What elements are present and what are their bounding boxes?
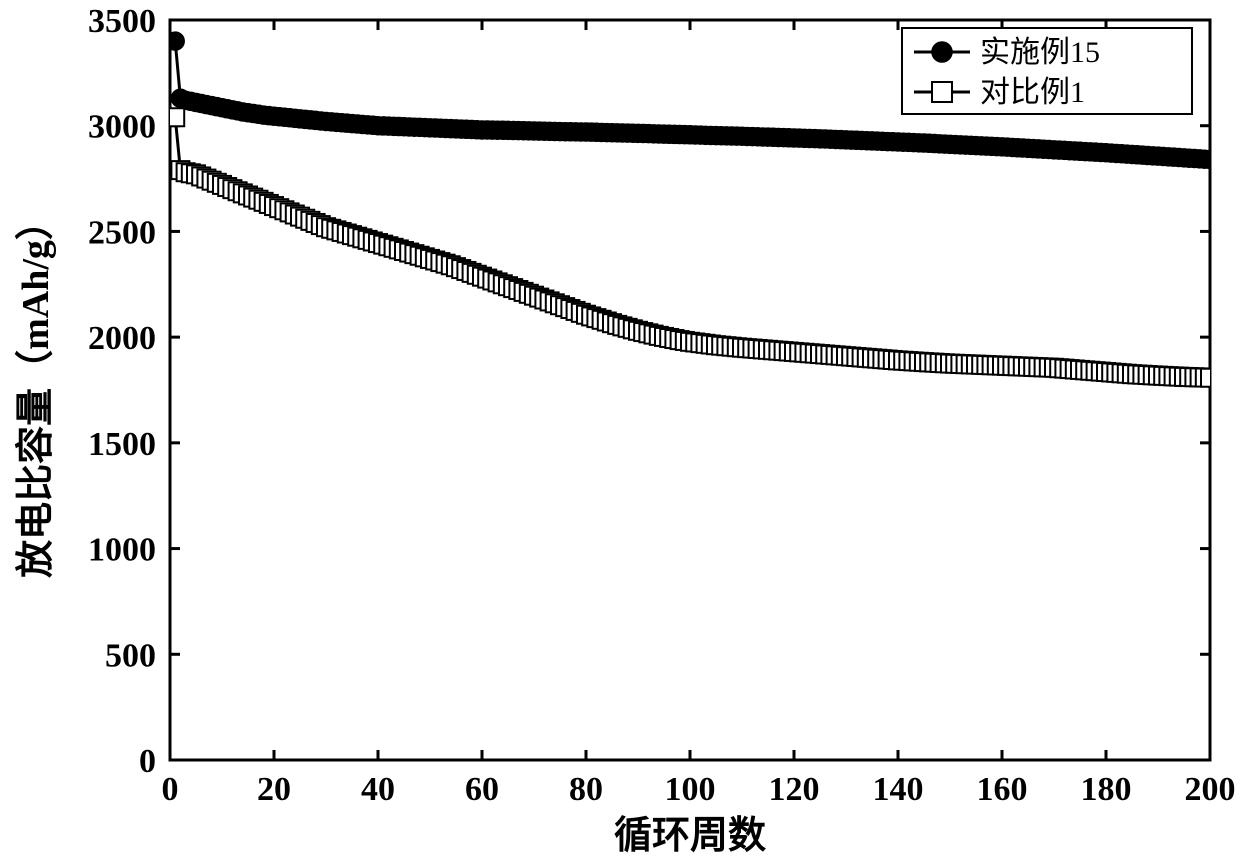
x-tick-label: 120 <box>769 771 820 808</box>
x-tick-label: 200 <box>1185 771 1236 808</box>
x-tick-label: 40 <box>361 771 395 808</box>
legend-marker-square-icon <box>932 82 952 102</box>
legend-label: 实施例15 <box>980 36 1100 69</box>
y-tick-label: 2000 <box>88 320 156 357</box>
x-tick-label: 80 <box>569 771 603 808</box>
cycling-capacity-chart: 0204060801001201401601802000500100015002… <box>0 0 1240 867</box>
x-axis-label: 循环周数 <box>614 815 766 857</box>
x-tick-label: 60 <box>465 771 499 808</box>
legend-marker-circle-icon <box>932 42 952 62</box>
y-axis-label: 放电比容量（mAh/g） <box>15 202 57 578</box>
x-tick-label: 180 <box>1081 771 1132 808</box>
y-tick-label: 3500 <box>88 3 156 40</box>
y-tick-label: 1000 <box>88 532 156 569</box>
y-tick-label: 2500 <box>88 214 156 251</box>
y-tick-label: 1500 <box>88 426 156 463</box>
x-tick-label: 100 <box>665 771 716 808</box>
x-tick-label: 140 <box>873 771 924 808</box>
x-tick-label: 0 <box>162 771 179 808</box>
legend-label: 对比例1 <box>980 76 1085 109</box>
legend: 实施例15 对比例1 <box>902 28 1192 114</box>
y-tick-label: 500 <box>105 637 156 674</box>
y-tick-label: 0 <box>139 743 156 780</box>
x-tick-label: 160 <box>977 771 1028 808</box>
chart-container: 0204060801001201401601802000500100015002… <box>0 0 1240 867</box>
x-tick-label: 20 <box>257 771 291 808</box>
y-tick-label: 3000 <box>88 109 156 146</box>
